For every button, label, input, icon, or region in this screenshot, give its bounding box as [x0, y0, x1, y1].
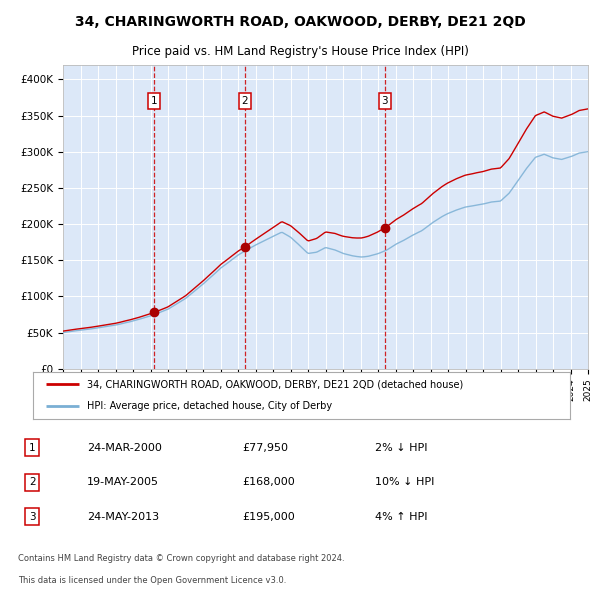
Text: 24-MAR-2000: 24-MAR-2000 [87, 443, 162, 453]
Text: Contains HM Land Registry data © Crown copyright and database right 2024.: Contains HM Land Registry data © Crown c… [18, 554, 344, 563]
Text: 2: 2 [29, 477, 35, 487]
Text: 1: 1 [29, 443, 35, 453]
Text: 2: 2 [241, 96, 248, 106]
Text: Price paid vs. HM Land Registry's House Price Index (HPI): Price paid vs. HM Land Registry's House … [131, 45, 469, 58]
Text: HPI: Average price, detached house, City of Derby: HPI: Average price, detached house, City… [87, 401, 332, 411]
Text: 19-MAY-2005: 19-MAY-2005 [87, 477, 159, 487]
Text: 34, CHARINGWORTH ROAD, OAKWOOD, DERBY, DE21 2QD: 34, CHARINGWORTH ROAD, OAKWOOD, DERBY, D… [74, 15, 526, 29]
Text: 3: 3 [29, 512, 35, 522]
Text: 34, CHARINGWORTH ROAD, OAKWOOD, DERBY, DE21 2QD (detached house): 34, CHARINGWORTH ROAD, OAKWOOD, DERBY, D… [87, 379, 463, 389]
Text: 4% ↑ HPI: 4% ↑ HPI [375, 512, 427, 522]
Text: 24-MAY-2013: 24-MAY-2013 [87, 512, 159, 522]
Text: £168,000: £168,000 [242, 477, 295, 487]
Text: 10% ↓ HPI: 10% ↓ HPI [375, 477, 434, 487]
Text: 1: 1 [151, 96, 158, 106]
Text: This data is licensed under the Open Government Licence v3.0.: This data is licensed under the Open Gov… [18, 576, 286, 585]
Text: £195,000: £195,000 [242, 512, 295, 522]
Text: 3: 3 [382, 96, 388, 106]
Text: £77,950: £77,950 [242, 443, 289, 453]
Text: 2% ↓ HPI: 2% ↓ HPI [375, 443, 427, 453]
